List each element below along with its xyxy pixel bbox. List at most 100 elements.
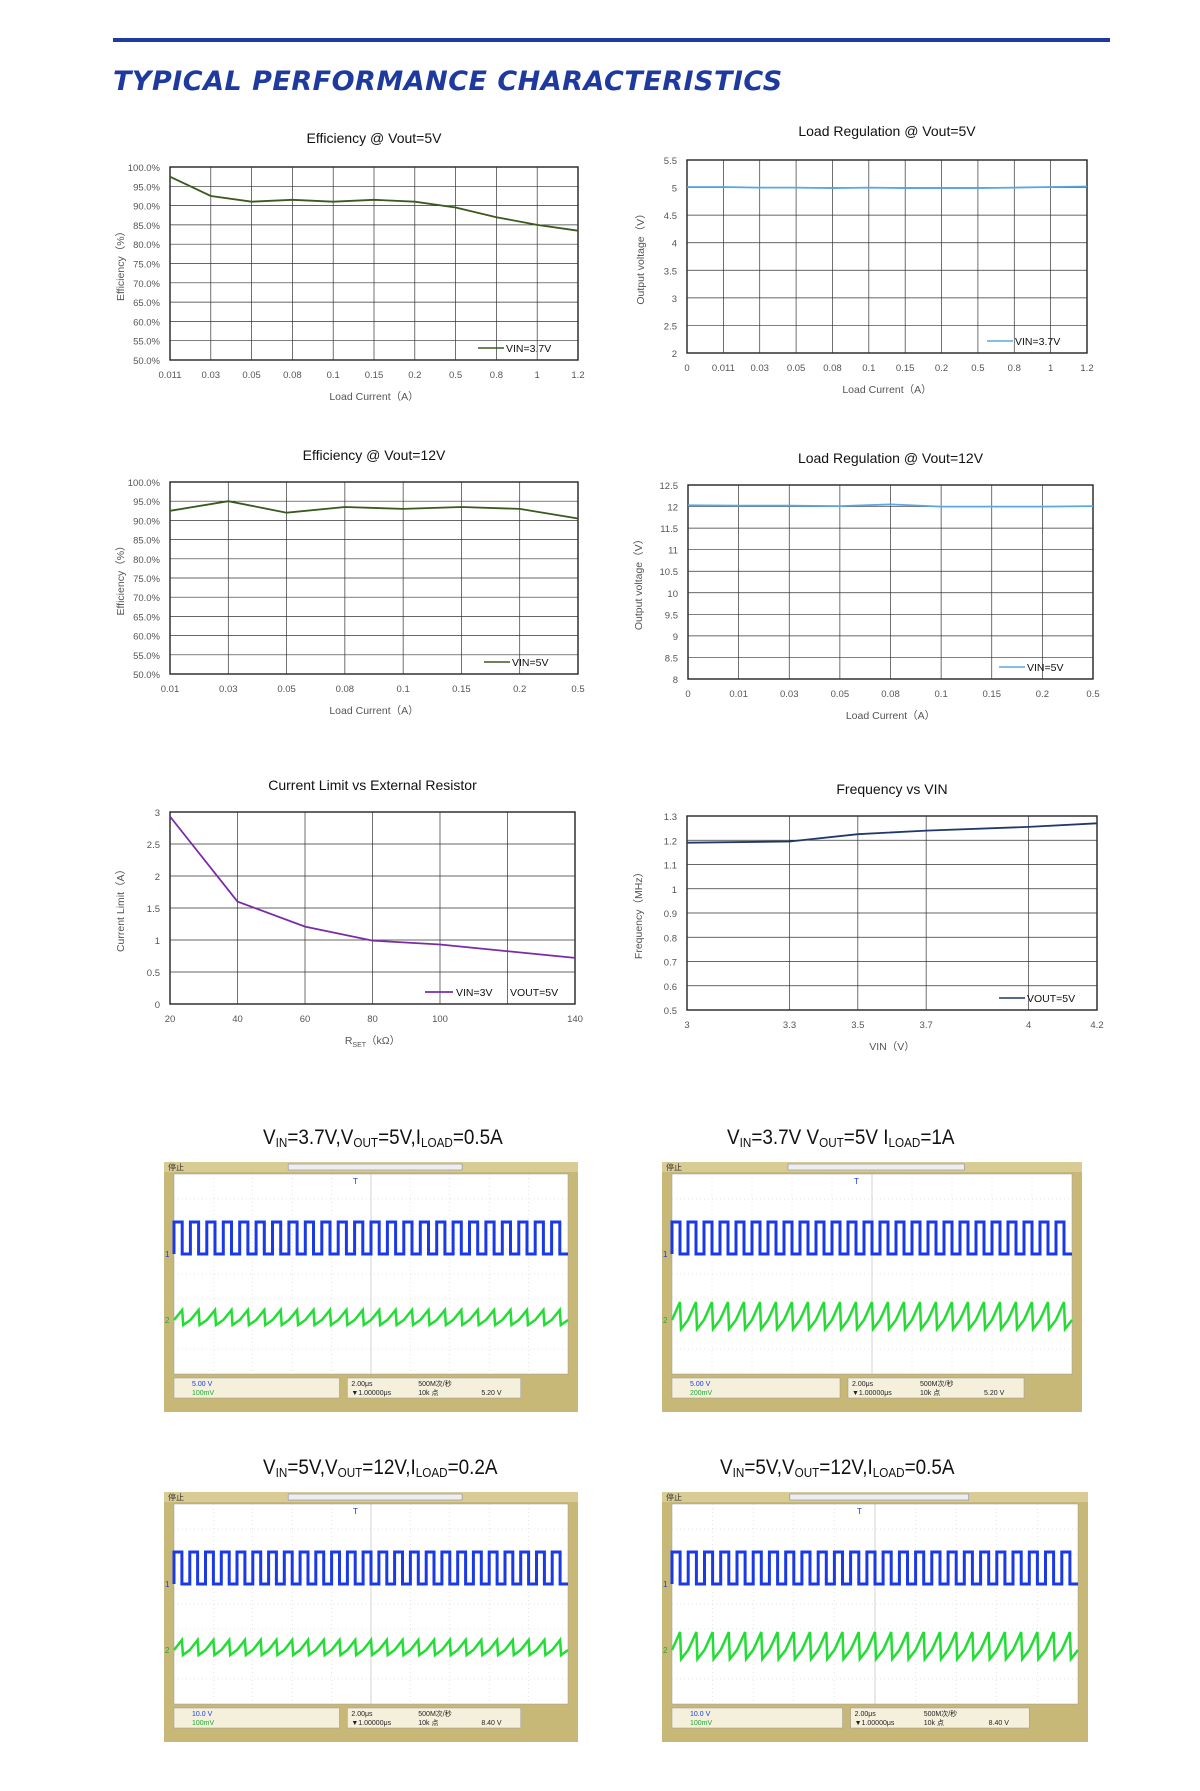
x-tick-label: 0.011 <box>158 370 181 381</box>
scope-trigger-level: 5.20 V <box>481 1390 502 1397</box>
y-tick-label: 70.0% <box>133 279 160 290</box>
y-tick-label: 2.5 <box>664 321 677 332</box>
scope-ch2-marker: 2 <box>165 1646 170 1655</box>
y-tick-label: 2 <box>155 872 160 883</box>
y-axis-label: Output voltage（V） <box>633 534 645 630</box>
x-tick-label: 3.5 <box>851 1020 864 1031</box>
y-tick-label: 0.5 <box>664 1006 677 1017</box>
x-tick-label: 0.5 <box>449 370 462 381</box>
x-tick-label: 0.05 <box>277 684 296 695</box>
chart-frequency-vs-vin: Frequency vs VIN 1.3 1.2 1.1 1 0.9 0.8 0.7 0.6 0.… <box>633 781 1104 1053</box>
series-line <box>169 815 576 959</box>
scope-screenshot: 停止 T 1 2 10.0 V 100mV 2.00μs ▼1.00000μs 500M次/秒1… <box>164 1492 578 1742</box>
scope-time-info <box>347 1707 521 1729</box>
y-tick-label: 60.0% <box>133 317 160 328</box>
scope-trigger-level: 8.40 V <box>989 1720 1010 1727</box>
y-tick-label: 12.5 <box>660 481 679 492</box>
scope-ch1-scale: 10.0 V <box>192 1711 213 1718</box>
x-tick-label: 1.2 <box>1080 363 1093 374</box>
x-tick-label: 1 <box>535 370 540 381</box>
y-tick-label: 100.0% <box>128 163 161 174</box>
scope-ch2-scale: 100mV <box>192 1390 215 1397</box>
y-tick-label: 5 <box>672 184 677 195</box>
scope-trigger-marker: T <box>854 1177 859 1186</box>
legend-label: VIN=3.7V <box>506 343 551 355</box>
scope-ch2-marker: 2 <box>663 1646 668 1655</box>
y-tick-label: 75.0% <box>133 574 160 585</box>
scope-delay: ▼1.00000μs <box>855 1720 895 1727</box>
scope-ch2-trace <box>173 1636 569 1658</box>
scope-ch2-scale: 100mV <box>690 1720 713 1727</box>
scope-ch-info <box>671 1377 841 1399</box>
x-axis-label: Load Current（A） <box>329 391 418 403</box>
x-tick-label: 0.08 <box>881 689 900 700</box>
x-tick-label: 0.08 <box>336 684 355 695</box>
x-tick-label: 0.1 <box>327 370 340 381</box>
y-tick-label: 3 <box>155 808 160 819</box>
x-tick-label: 4.2 <box>1090 1020 1103 1031</box>
y-tick-label: 8.5 <box>665 653 678 664</box>
x-tick-label: 0.15 <box>452 684 471 695</box>
y-tick-label: 0 <box>155 1000 160 1011</box>
scope-time-scale: 2.00μs <box>852 1381 874 1388</box>
scope-time-scale: 2.00μs <box>351 1381 373 1388</box>
scope-status: 停止 <box>666 1492 682 1502</box>
scope-timebar <box>287 1493 463 1501</box>
y-tick-label: 65.0% <box>133 612 160 623</box>
chart-efficiency-5v: Efficiency @ Vout=5V 100.0% 95.0% 90.0% 85.0… <box>115 130 585 403</box>
x-tick-label: 0.15 <box>896 363 915 374</box>
x-tick-label: 0.8 <box>1008 363 1021 374</box>
scope-ch2-marker: 2 <box>663 1316 668 1325</box>
chart-load-regulation-5v: Load Regulation @ Vout=5V 5.5 5 4.5 4 3.5 3 2.5… <box>635 123 1094 396</box>
y-tick-label: 90.0% <box>133 516 160 527</box>
series-line <box>687 185 1088 190</box>
y-tick-label: 8 <box>673 675 678 686</box>
scope-timebar <box>787 1163 965 1171</box>
scope-ch1-scale: 10.0 V <box>690 1711 711 1718</box>
legend-label: VOUT=5V <box>1027 993 1075 1005</box>
chart-current-limit: Current Limit vs External Resistor 3 2.5 2 1… <box>115 777 583 1049</box>
y-tick-label: 2 <box>672 349 677 360</box>
y-tick-label: 90.0% <box>133 202 160 213</box>
x-tick-label: 0.8 <box>490 370 503 381</box>
x-tick-label: 20 <box>165 1014 176 1025</box>
scope-trigger-marker: T <box>857 1507 862 1516</box>
legend-label: VIN=3V <box>456 987 492 999</box>
scope-ch1-trace <box>172 1550 568 1586</box>
x-tick-label: 4 <box>1026 1020 1031 1031</box>
scope-ch-info <box>671 1707 843 1729</box>
y-tick-label: 12 <box>667 503 678 514</box>
y-tick-label: 55.0% <box>133 651 160 662</box>
y-tick-label: 95.0% <box>133 182 160 193</box>
scope-ch1-trace <box>670 1550 1078 1586</box>
scope-ch-info <box>173 1377 340 1399</box>
scope-screenshot: 停止 T 1 2 10.0 V 100mV 2.00μs ▼1.00000μs 500M次/秒1… <box>662 1492 1088 1742</box>
series-line <box>169 500 579 520</box>
x-tick-label: 3.3 <box>783 1020 796 1031</box>
scope-trigger-level: 5.20 V <box>984 1390 1005 1397</box>
y-tick-label: 0.9 <box>664 909 677 920</box>
x-tick-label: 1 <box>1048 363 1053 374</box>
scope-points: 10k 点 <box>418 1719 438 1727</box>
x-tick-label: 0.08 <box>823 363 842 374</box>
scope-status: 停止 <box>168 1492 184 1502</box>
y-tick-label: 85.0% <box>133 221 160 232</box>
x-tick-label: 0.2 <box>513 684 526 695</box>
y-tick-label: 65.0% <box>133 298 160 309</box>
y-tick-label: 1.3 <box>664 812 677 823</box>
x-tick-label: 0.03 <box>780 689 799 700</box>
chart-title: Load Regulation @ Vout=5V <box>798 123 976 139</box>
plot-frame <box>686 159 1088 354</box>
waveform-title: VIN=5V,VOUT=12V,ILOAD=0.2A <box>263 1456 498 1480</box>
scope-screenshot: 停止 T 1 2 5.00 V 100mV 2.00μs ▼1.00000μs 500M次/秒1… <box>164 1162 578 1412</box>
scope-rate: 500M次/秒 <box>418 1709 451 1718</box>
y-tick-label: 1 <box>155 936 160 947</box>
y-tick-label: 9.5 <box>665 610 678 621</box>
y-tick-label: 50.0% <box>133 670 160 681</box>
y-tick-label: 9 <box>673 632 678 643</box>
scope-status: 停止 <box>168 1162 184 1172</box>
x-tick-label: 0.5 <box>971 363 984 374</box>
y-tick-label: 0.7 <box>664 958 677 969</box>
y-axis-label: Current Limit（A） <box>115 864 127 952</box>
y-tick-label: 3.5 <box>664 266 677 277</box>
